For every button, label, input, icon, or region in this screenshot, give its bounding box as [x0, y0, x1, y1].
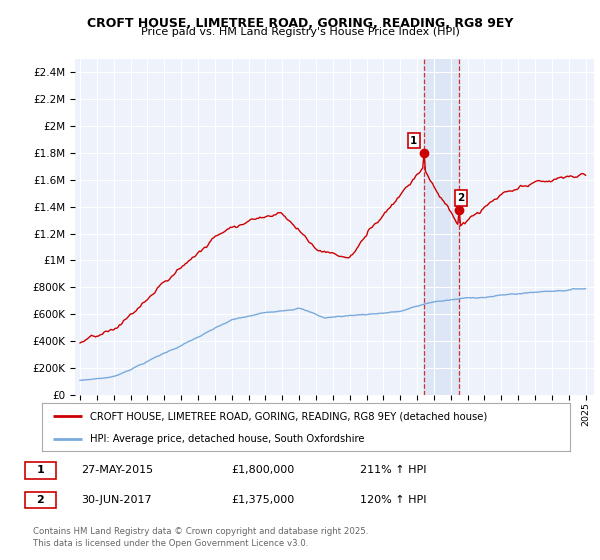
Text: CROFT HOUSE, LIMETREE ROAD, GORING, READING, RG8 9EY (detached house): CROFT HOUSE, LIMETREE ROAD, GORING, READ… — [89, 411, 487, 421]
Text: £1,375,000: £1,375,000 — [231, 495, 294, 505]
Text: 1: 1 — [410, 136, 418, 146]
Text: 2: 2 — [457, 193, 464, 203]
Text: 27-MAY-2015: 27-MAY-2015 — [81, 465, 153, 475]
Text: 2: 2 — [37, 495, 44, 505]
Bar — [424, 59, 459, 395]
Text: 211% ↑ HPI: 211% ↑ HPI — [360, 465, 427, 475]
Text: Price paid vs. HM Land Registry's House Price Index (HPI): Price paid vs. HM Land Registry's House … — [140, 27, 460, 37]
Text: HPI: Average price, detached house, South Oxfordshire: HPI: Average price, detached house, Sout… — [89, 434, 364, 444]
Text: 120% ↑ HPI: 120% ↑ HPI — [360, 495, 427, 505]
Text: 30-JUN-2017: 30-JUN-2017 — [81, 495, 152, 505]
Text: Contains HM Land Registry data © Crown copyright and database right 2025.
This d: Contains HM Land Registry data © Crown c… — [33, 527, 368, 548]
Text: CROFT HOUSE, LIMETREE ROAD, GORING, READING, RG8 9EY: CROFT HOUSE, LIMETREE ROAD, GORING, READ… — [87, 17, 513, 30]
Text: £1,800,000: £1,800,000 — [231, 465, 294, 475]
Text: 1: 1 — [37, 465, 44, 475]
